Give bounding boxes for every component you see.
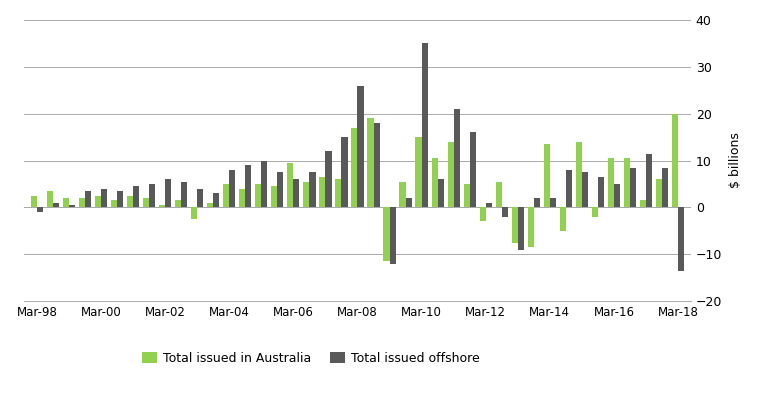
Bar [357, 85, 363, 208]
Bar [37, 208, 43, 212]
Bar [133, 186, 139, 208]
Bar [438, 179, 444, 208]
Bar [550, 198, 556, 208]
Bar [341, 137, 347, 208]
Bar [406, 198, 412, 208]
Bar [127, 196, 133, 208]
Bar [149, 184, 155, 208]
Bar [143, 198, 149, 208]
Bar [198, 189, 204, 208]
Bar [271, 186, 277, 208]
Bar [213, 193, 220, 208]
Bar [431, 158, 438, 208]
Bar [69, 205, 75, 208]
Bar [486, 203, 492, 208]
Bar [159, 205, 165, 208]
Bar [223, 184, 229, 208]
Bar [277, 172, 283, 208]
Bar [598, 177, 604, 208]
Bar [165, 179, 171, 208]
Bar [335, 179, 341, 208]
Bar [534, 198, 540, 208]
Bar [565, 170, 572, 208]
Bar [640, 200, 646, 208]
Bar [672, 114, 678, 208]
Bar [326, 151, 332, 208]
Bar [111, 200, 117, 208]
Bar [245, 165, 251, 208]
Bar [453, 109, 459, 208]
Bar [191, 208, 198, 219]
Bar [480, 208, 486, 222]
Bar [592, 208, 598, 217]
Bar [367, 118, 373, 208]
Bar [518, 208, 524, 249]
Bar [576, 142, 582, 208]
Bar [175, 200, 181, 208]
Bar [630, 168, 636, 208]
Bar [656, 179, 662, 208]
Bar [255, 184, 261, 208]
Bar [646, 154, 652, 208]
Bar [502, 208, 508, 217]
Bar [117, 191, 123, 208]
Bar [624, 158, 630, 208]
Bar [294, 179, 300, 208]
Bar [422, 44, 428, 208]
Bar [416, 137, 422, 208]
Bar [63, 198, 69, 208]
Bar [544, 144, 550, 208]
Bar [95, 196, 101, 208]
Bar [101, 189, 107, 208]
Bar [181, 182, 187, 208]
Bar [319, 177, 326, 208]
Bar [582, 172, 588, 208]
Bar [400, 182, 406, 208]
Bar [239, 189, 245, 208]
Bar [528, 208, 534, 247]
Bar [79, 198, 85, 208]
Bar [496, 182, 502, 208]
Y-axis label: $ billions: $ billions [729, 133, 742, 188]
Bar [614, 184, 620, 208]
Bar [678, 208, 684, 271]
Bar [469, 132, 475, 208]
Bar [608, 158, 614, 208]
Bar [310, 172, 316, 208]
Bar [384, 208, 390, 261]
Bar [351, 128, 357, 208]
Bar [85, 191, 91, 208]
Bar [304, 182, 310, 208]
Bar [512, 208, 518, 242]
Bar [662, 168, 668, 208]
Bar [447, 142, 453, 208]
Bar [559, 208, 565, 231]
Bar [261, 161, 267, 208]
Bar [390, 208, 396, 264]
Bar [31, 196, 37, 208]
Bar [53, 203, 59, 208]
Bar [229, 170, 235, 208]
Legend: Total issued in Australia, Total issued offshore: Total issued in Australia, Total issued … [137, 347, 485, 370]
Bar [47, 191, 53, 208]
Bar [288, 163, 294, 208]
Bar [373, 123, 379, 208]
Bar [207, 203, 213, 208]
Bar [463, 184, 469, 208]
